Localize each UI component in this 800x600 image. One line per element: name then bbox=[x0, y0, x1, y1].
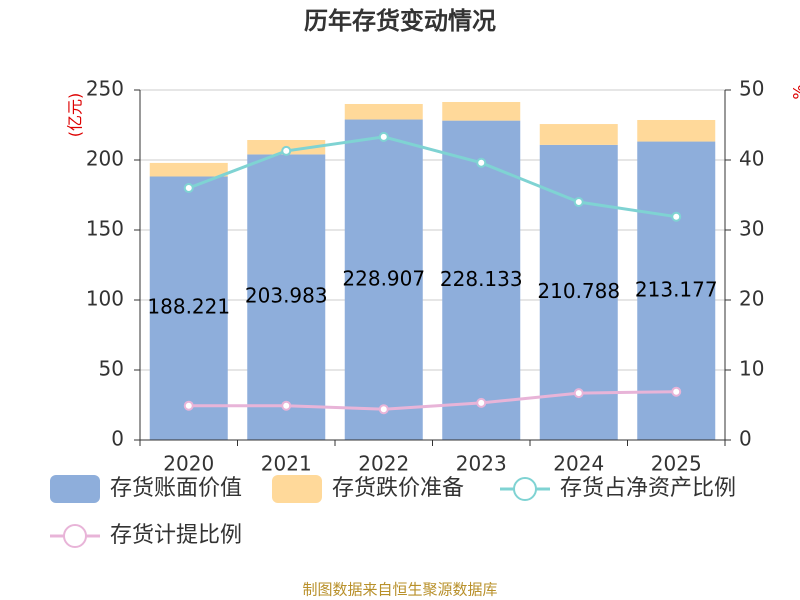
y2-tick-label: 20 bbox=[739, 287, 764, 311]
y2-tick-label: 30 bbox=[739, 217, 764, 241]
data-label: 228.133 bbox=[440, 267, 523, 291]
legend-label: 存货账面价值 bbox=[110, 476, 242, 501]
line-marker bbox=[671, 386, 682, 397]
line-marker bbox=[281, 400, 292, 411]
legend-swatch bbox=[513, 477, 537, 501]
source-note: 制图数据来自恒生聚源数据库 bbox=[302, 581, 497, 599]
y-axis-label: (亿元) bbox=[66, 93, 85, 138]
line bbox=[188, 135, 677, 219]
data-label: 188.221 bbox=[147, 295, 230, 319]
y2-axis-label: % bbox=[790, 84, 800, 99]
line-marker bbox=[183, 183, 194, 193]
legend-label: 存货计提比例 bbox=[110, 523, 242, 548]
legend-swatch bbox=[63, 524, 87, 548]
line-marker bbox=[378, 404, 389, 415]
y2-tick-label: 0 bbox=[739, 427, 752, 451]
bar bbox=[539, 124, 618, 145]
bar bbox=[344, 119, 423, 440]
x-tick-label: 2020 bbox=[163, 452, 214, 476]
bar bbox=[149, 176, 228, 440]
bar bbox=[149, 162, 228, 177]
bar bbox=[344, 103, 423, 120]
y-tick-label: 250 bbox=[86, 77, 124, 101]
x-tick-label: 2021 bbox=[261, 452, 312, 476]
legend-swatch bbox=[272, 475, 322, 503]
x-tick-label: 2025 bbox=[651, 452, 702, 476]
y-tick-label: 150 bbox=[86, 217, 124, 241]
line-marker bbox=[476, 397, 487, 408]
y-tick-label: 200 bbox=[86, 147, 124, 171]
bar bbox=[247, 154, 326, 440]
line-marker bbox=[573, 197, 584, 207]
bar bbox=[442, 101, 521, 121]
x-tick-label: 2022 bbox=[358, 452, 409, 476]
data-label: 210.788 bbox=[537, 279, 620, 303]
chart-title: 历年存货变动情况 bbox=[304, 7, 496, 35]
data-label: 228.907 bbox=[342, 266, 425, 290]
y-tick-label: 0 bbox=[111, 427, 124, 451]
x-tick-label: 2023 bbox=[456, 452, 507, 476]
line-marker bbox=[378, 131, 389, 142]
y2-tick-label: 40 bbox=[739, 147, 764, 171]
y2-tick-label: 10 bbox=[739, 357, 764, 381]
y-tick-label: 100 bbox=[86, 287, 124, 311]
legend-swatch bbox=[50, 475, 100, 503]
y-tick-label: 50 bbox=[99, 357, 124, 381]
bar bbox=[637, 119, 716, 142]
legend-label: 存货占净资产比例 bbox=[560, 476, 736, 501]
line bbox=[188, 390, 677, 411]
y2-tick-label: 50 bbox=[739, 77, 764, 101]
legend-label: 存货跌价准备 bbox=[332, 476, 464, 501]
line-marker bbox=[671, 211, 682, 222]
line-marker bbox=[476, 157, 487, 168]
data-label: 213.177 bbox=[635, 277, 718, 301]
line-marker bbox=[281, 145, 292, 156]
x-tick-label: 2024 bbox=[553, 452, 604, 476]
line-marker bbox=[183, 400, 194, 411]
line-marker bbox=[573, 388, 584, 399]
data-label: 203.983 bbox=[245, 284, 328, 308]
